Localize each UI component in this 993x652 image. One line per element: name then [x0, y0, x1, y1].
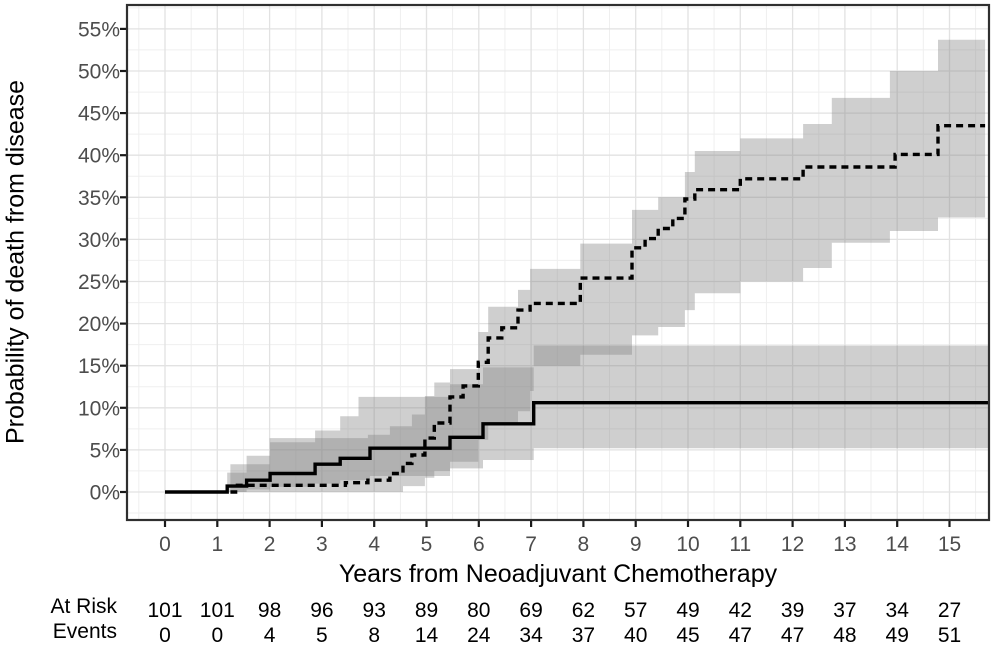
svg-text:49: 49	[676, 599, 699, 622]
svg-text:0: 0	[159, 533, 171, 556]
svg-text:96: 96	[310, 599, 333, 622]
risk-table-label-at-risk: At Risk	[50, 595, 117, 618]
svg-text:39: 39	[781, 599, 804, 622]
svg-text:14: 14	[415, 624, 439, 647]
svg-text:42: 42	[729, 599, 752, 622]
svg-text:8: 8	[578, 533, 590, 556]
y-tick-labels: 0% 5% 10% 15% 20% 25% 30% 35% 40% 45% 50% 55%	[78, 18, 120, 504]
svg-text:51: 51	[938, 624, 961, 647]
svg-text:101: 101	[147, 599, 182, 622]
risk-table-at-risk-values: 101 101 98 96 93 89 80 69 62 57 49 42 39 37 34 27	[147, 599, 961, 622]
svg-text:0: 0	[159, 624, 171, 647]
svg-text:27: 27	[938, 599, 961, 622]
x-axis-title: Years from Neoadjuvant Chemotherapy	[338, 560, 778, 588]
svg-text:50%: 50%	[78, 61, 120, 84]
svg-text:5%: 5%	[90, 439, 120, 462]
svg-text:10: 10	[676, 533, 699, 556]
svg-text:20%: 20%	[78, 313, 120, 336]
svg-text:57: 57	[624, 599, 647, 622]
svg-text:35%: 35%	[78, 187, 120, 210]
grid-major	[127, 5, 989, 520]
svg-text:62: 62	[572, 599, 595, 622]
svg-text:11: 11	[729, 533, 751, 556]
svg-text:0: 0	[211, 624, 223, 647]
svg-text:45: 45	[676, 624, 699, 647]
dashed-curve	[230, 124, 986, 494]
x-tick-labels: 0 1 2 3 4 5 6 7 8 9 10 11 12 13 14 15	[159, 533, 961, 556]
svg-text:37: 37	[572, 624, 595, 647]
axis-ticks	[120, 27, 951, 527]
svg-text:5: 5	[421, 533, 433, 556]
svg-text:14: 14	[886, 533, 910, 556]
svg-text:34: 34	[519, 624, 543, 647]
svg-text:7: 7	[525, 533, 537, 556]
svg-text:47: 47	[729, 624, 752, 647]
svg-text:45%: 45%	[78, 103, 120, 126]
svg-text:15%: 15%	[78, 355, 120, 378]
svg-text:1: 1	[211, 533, 223, 556]
svg-text:2: 2	[264, 533, 276, 556]
svg-text:5: 5	[316, 624, 328, 647]
svg-text:8: 8	[368, 624, 380, 647]
svg-text:4: 4	[264, 624, 276, 647]
svg-text:40%: 40%	[78, 145, 120, 168]
svg-text:47: 47	[781, 624, 804, 647]
svg-text:80: 80	[467, 599, 490, 622]
svg-text:49: 49	[886, 624, 909, 647]
svg-text:55%: 55%	[78, 18, 120, 41]
svg-text:34: 34	[886, 599, 910, 622]
svg-text:98: 98	[258, 599, 281, 622]
svg-text:89: 89	[415, 599, 438, 622]
svg-text:15: 15	[938, 533, 961, 556]
svg-text:24: 24	[467, 624, 491, 647]
plot-panel-content	[165, 39, 989, 494]
svg-text:0%: 0%	[90, 482, 120, 505]
svg-text:69: 69	[519, 599, 542, 622]
svg-text:40: 40	[624, 624, 647, 647]
svg-text:93: 93	[363, 599, 386, 622]
svg-text:101: 101	[200, 599, 235, 622]
svg-text:30%: 30%	[78, 229, 120, 252]
risk-table-label-events: Events	[52, 620, 117, 643]
y-axis-title: Probability of death from disease	[1, 79, 30, 445]
svg-text:13: 13	[833, 533, 856, 556]
svg-text:3: 3	[316, 533, 328, 556]
svg-text:9: 9	[630, 533, 642, 556]
solid-curve	[165, 401, 989, 494]
svg-text:12: 12	[781, 533, 804, 556]
svg-text:6: 6	[473, 533, 485, 556]
ci-band-solid-curve	[227, 345, 989, 492]
svg-text:37: 37	[833, 599, 856, 622]
svg-text:4: 4	[368, 533, 380, 556]
risk-table-events-values: 0 0 4 5 8 14 24 34 37 40 45 47 47 48 49 51	[159, 624, 961, 647]
ci-band-dashed-curve	[230, 39, 986, 493]
svg-text:10%: 10%	[78, 397, 120, 420]
panel-border	[125, 3, 991, 522]
svg-text:48: 48	[833, 624, 856, 647]
svg-text:25%: 25%	[78, 271, 120, 294]
